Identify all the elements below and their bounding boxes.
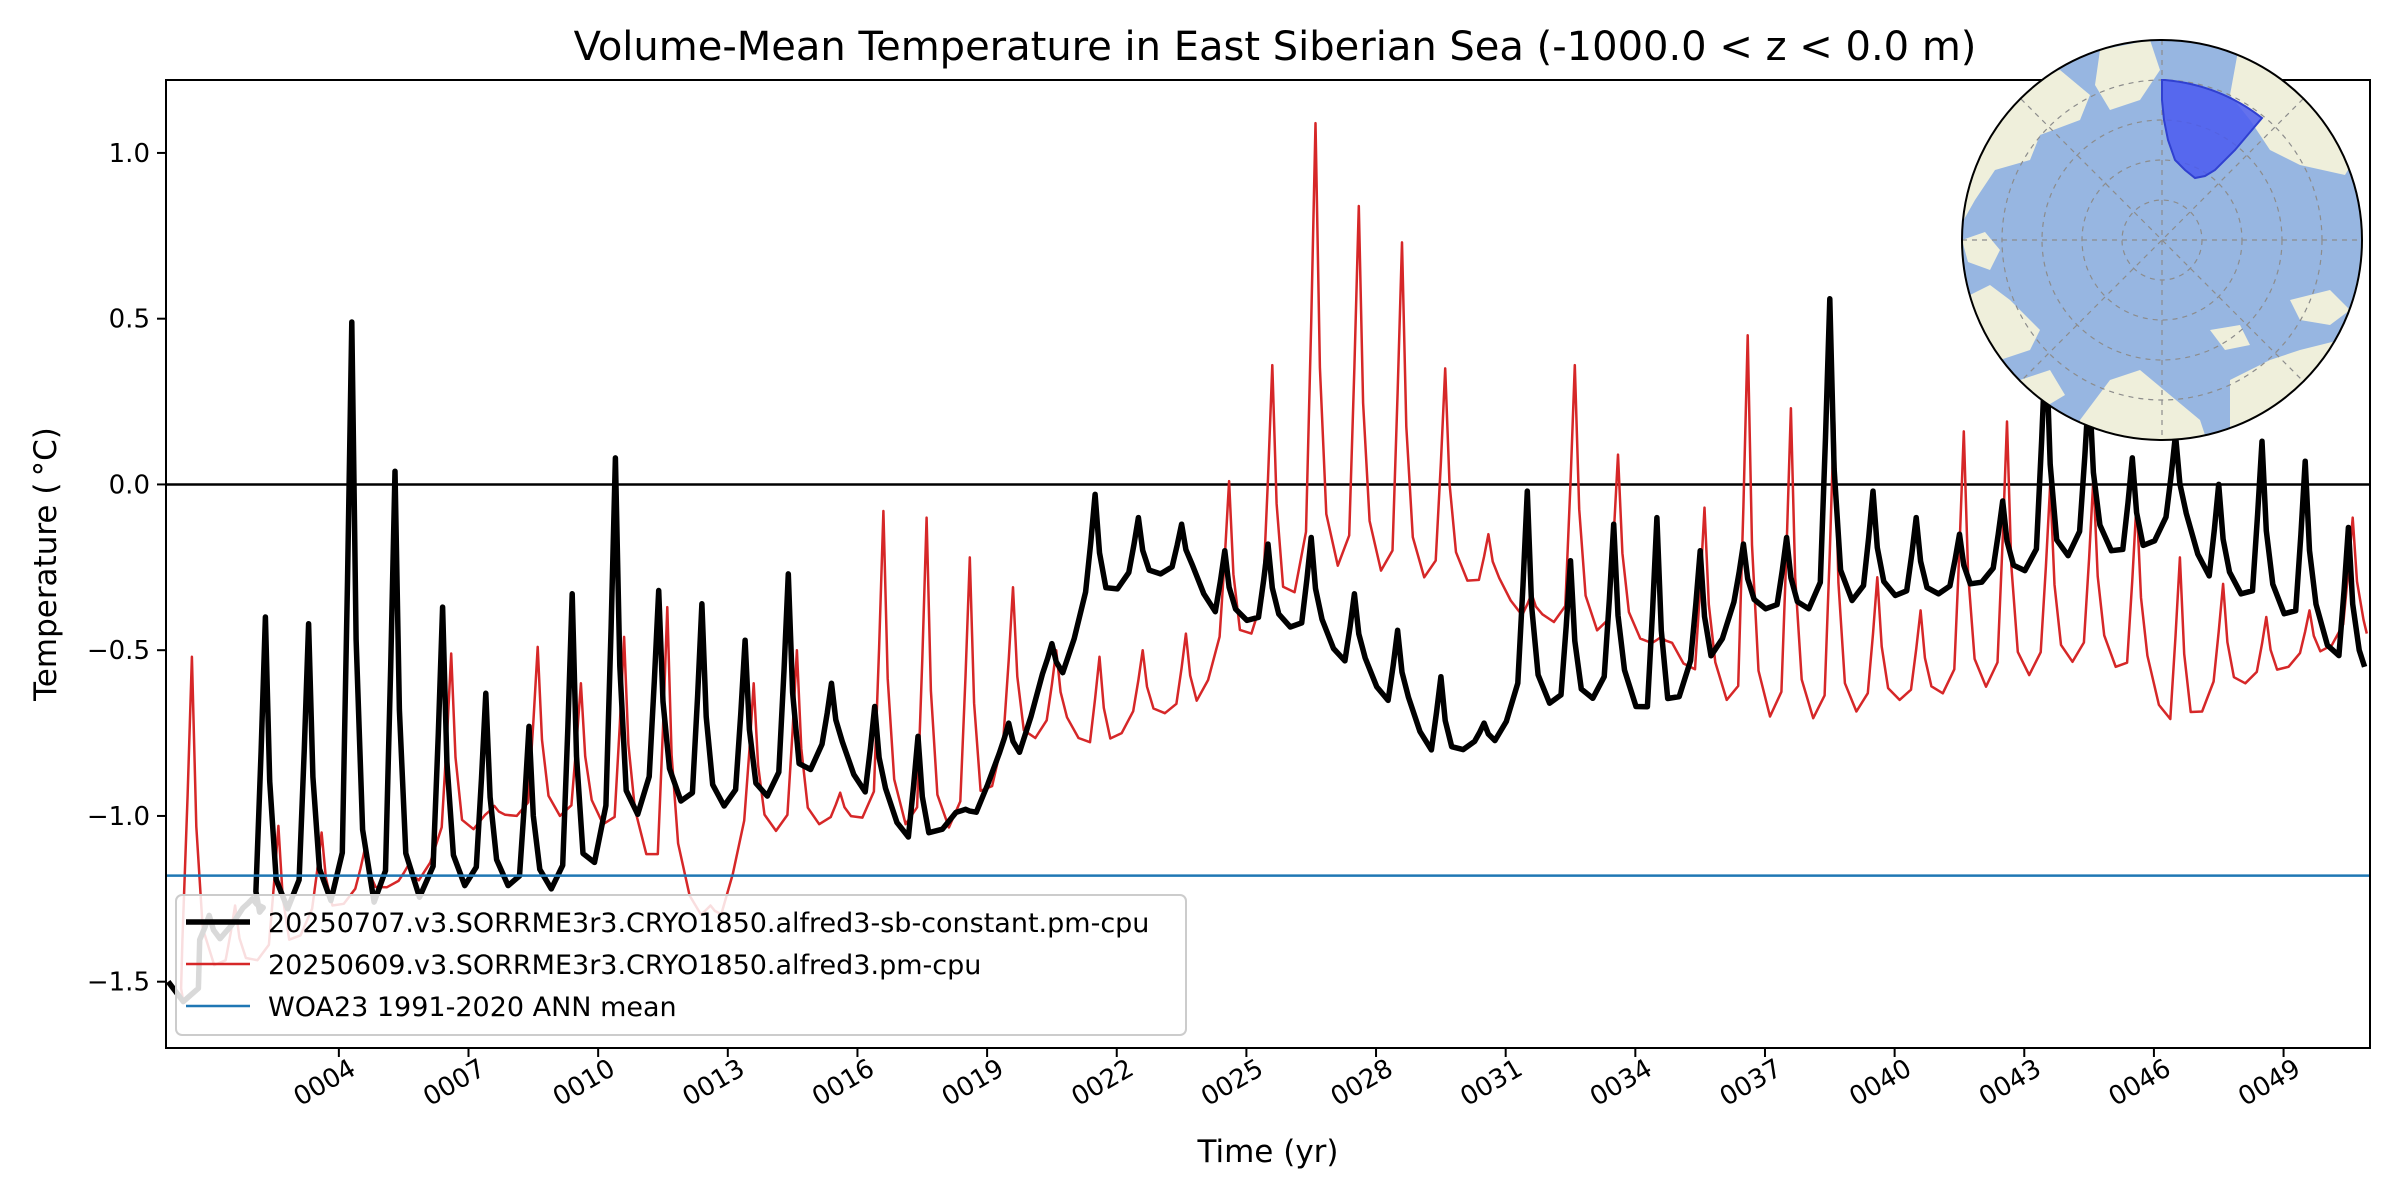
map-outline xyxy=(1961,39,2363,441)
x-tick-label: 0049 xyxy=(2233,1054,2305,1113)
y-tick-label: 0.5 xyxy=(109,305,150,335)
x-tick-label: 0007 xyxy=(418,1054,490,1113)
x-tick-label: 0016 xyxy=(807,1054,879,1113)
chart-title: Volume-Mean Temperature in East Siberian… xyxy=(574,24,1977,70)
x-tick-label: 0037 xyxy=(1715,1054,1787,1113)
x-tick-label: 0019 xyxy=(937,1054,1009,1113)
x-tick-label: 0025 xyxy=(1196,1054,1268,1113)
x-tick-label: 0022 xyxy=(1067,1054,1139,1113)
x-axis: 0004 0007 0010 0013 0016 0019 0022 0025 0028 0031… xyxy=(289,1048,2306,1113)
x-tick-label: 0043 xyxy=(1974,1054,2046,1113)
y-tick-label: 0.0 xyxy=(109,470,150,500)
series-line-sb-constant xyxy=(166,296,2368,1005)
x-tick-label: 0046 xyxy=(2104,1054,2176,1113)
x-tick-label: 0034 xyxy=(1585,1054,1657,1113)
legend-entry: 20250707.v3.SORRME3r3.CRYO1850.alfred3-s… xyxy=(186,908,1149,939)
y-axis: −1.5 −1.0 −0.5 0.0 0.5 1.0 xyxy=(87,139,166,998)
series-layer xyxy=(166,121,2370,1005)
y-axis-label: Temperature ( °C) xyxy=(28,427,64,702)
legend-entry: WOA23 1991-2020 ANN mean xyxy=(186,992,677,1023)
x-tick-label: 0028 xyxy=(1326,1054,1398,1113)
y-tick-label: −1.0 xyxy=(87,802,150,832)
legend-box xyxy=(175,894,1187,1036)
legend: 20250707.v3.SORRME3r3.CRYO1850.alfred3-s… xyxy=(175,894,1187,1036)
y-tick-label: 1.0 xyxy=(109,139,150,169)
x-tick-label: 0004 xyxy=(289,1054,361,1113)
x-tick-label: 0031 xyxy=(1456,1054,1528,1113)
x-tick-label: 0010 xyxy=(548,1054,620,1113)
legend-label: 20250609.v3.SORRME3r3.CRYO1850.alfred3.p… xyxy=(268,950,981,981)
legend-label: WOA23 1991-2020 ANN mean xyxy=(268,992,677,1023)
y-tick-label: −1.5 xyxy=(87,968,150,998)
y-tick-label: −0.5 xyxy=(87,636,150,666)
legend-entry: 20250609.v3.SORRME3r3.CRYO1850.alfred3.p… xyxy=(186,950,981,981)
x-tick-label: 0013 xyxy=(678,1054,750,1113)
x-axis-label: Time (yr) xyxy=(1197,1134,1339,1170)
x-tick-label: 0040 xyxy=(1844,1054,1916,1113)
map-region-east-siberian-sea xyxy=(2161,79,2264,180)
legend-label: 20250707.v3.SORRME3r3.CRYO1850.alfred3-s… xyxy=(268,908,1149,939)
axes-frame xyxy=(165,79,2371,1049)
